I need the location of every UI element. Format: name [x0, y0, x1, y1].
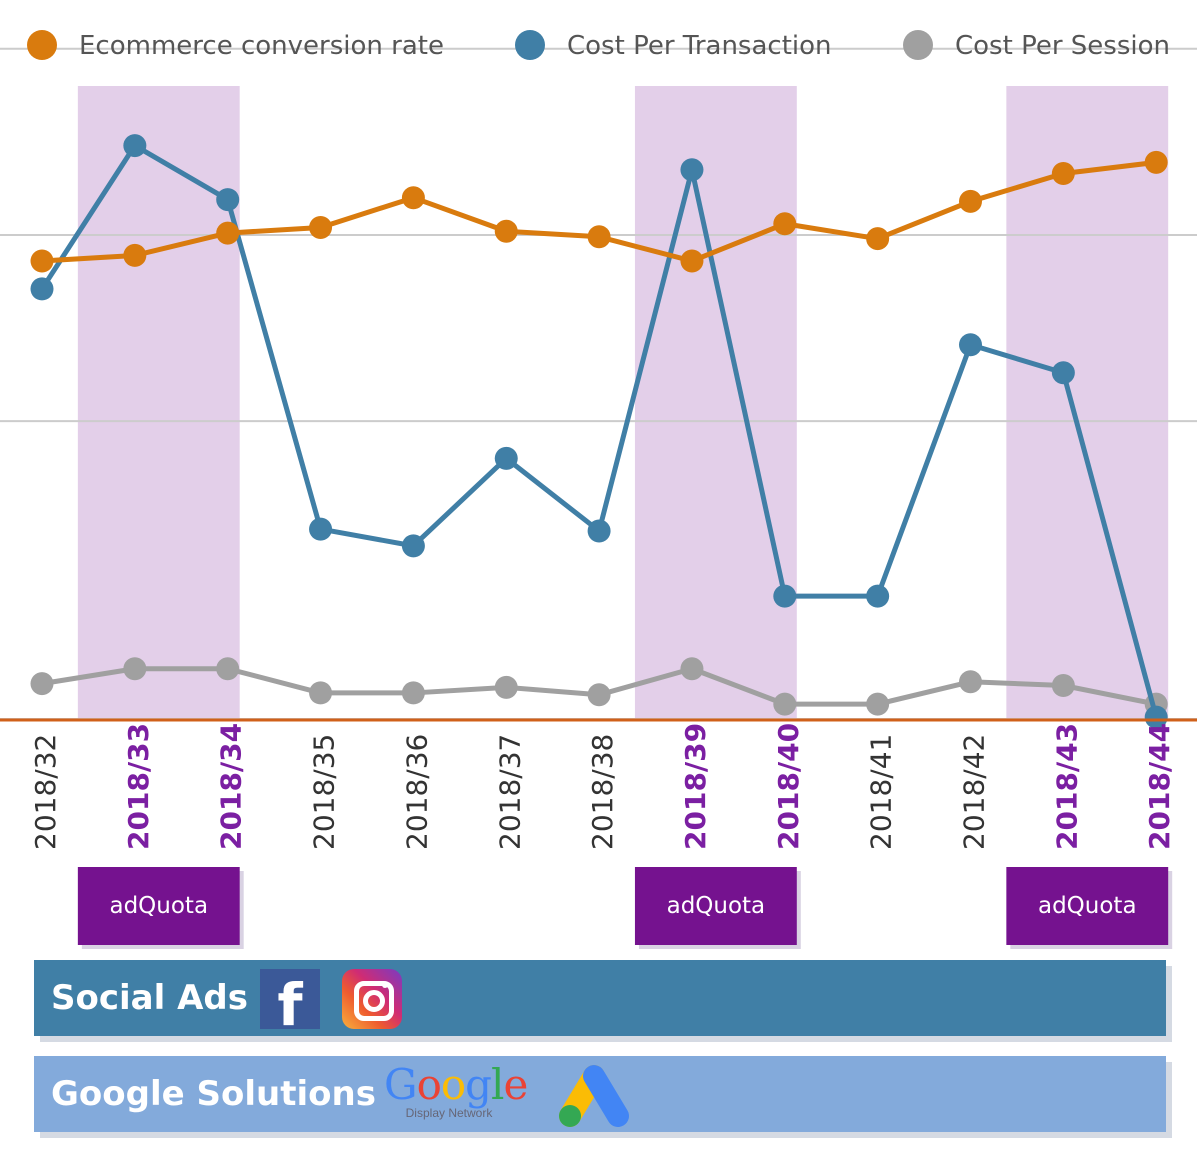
- data-point: [587, 683, 611, 707]
- x-tick-label: 2018/43: [1050, 723, 1083, 850]
- data-point: [309, 681, 333, 705]
- x-tick-label: 2018/37: [493, 734, 526, 850]
- data-point: [30, 249, 54, 273]
- data-point: [309, 215, 333, 239]
- x-tick-label: 2018/35: [308, 734, 341, 850]
- data-point: [401, 681, 425, 705]
- adquota-badge-label: adQuota: [1038, 893, 1137, 919]
- legend-marker: [903, 30, 933, 60]
- data-point: [30, 672, 54, 696]
- data-point: [773, 692, 797, 716]
- data-point: [587, 225, 611, 249]
- legend-marker: [27, 30, 57, 60]
- data-point: [494, 219, 518, 243]
- x-tick-label: 2018/36: [400, 734, 433, 850]
- data-point: [123, 657, 147, 681]
- adquota-badge: [77, 867, 240, 945]
- google-display-network-subtext: Display Network: [405, 1106, 493, 1120]
- data-point: [309, 517, 333, 541]
- data-point: [773, 212, 797, 236]
- adquota-badge-label: adQuota: [667, 893, 766, 919]
- google-display-network-logo: Google Display Network: [384, 1060, 528, 1121]
- data-point: [773, 584, 797, 608]
- data-point: [1051, 162, 1075, 186]
- adquota-badge-label: adQuota: [109, 893, 208, 919]
- data-point: [216, 657, 240, 681]
- x-tick-label: 2018/42: [958, 734, 991, 850]
- line-chart: adQuota adQuota adQuota Ecommerce conversio…: [0, 30, 1197, 949]
- data-point: [401, 534, 425, 558]
- legend-marker: [515, 30, 545, 60]
- data-point: [123, 134, 147, 158]
- data-point: [1051, 361, 1075, 385]
- data-point: [959, 670, 982, 694]
- data-point: [680, 158, 704, 182]
- data-point: [680, 657, 704, 681]
- social-ads-label: Social Ads: [51, 978, 248, 1018]
- data-point: [959, 189, 982, 213]
- data-point: [30, 277, 54, 301]
- x-tick-label: 2018/40: [772, 723, 805, 850]
- x-tick-label: 2018/32: [29, 734, 62, 850]
- google-solutions-label: Google Solutions: [51, 1074, 376, 1114]
- x-tick-label: 2018/33: [122, 723, 155, 850]
- data-point: [1144, 705, 1168, 729]
- adquota-badge: [1006, 867, 1169, 945]
- legend-label: Ecommerce conversion rate: [79, 31, 444, 61]
- data-point: [1051, 673, 1075, 697]
- data-point: [216, 221, 240, 245]
- x-tick-label: 2018/39: [679, 723, 712, 850]
- instagram-icon: [342, 969, 402, 1029]
- google-ads-icon: [559, 1065, 629, 1127]
- facebook-icon: f: [260, 969, 320, 1029]
- x-tick-label: 2018/44: [1143, 723, 1176, 850]
- data-point: [866, 692, 890, 716]
- google-solutions-banner: Google Solutions Google Display Network: [34, 1056, 1166, 1132]
- social-ads-banner: Social Ads f: [34, 960, 1166, 1036]
- data-point: [401, 186, 425, 210]
- highlight-band: [1006, 86, 1169, 719]
- data-point: [1144, 150, 1168, 174]
- legend-label: Cost Per Transaction: [567, 31, 832, 61]
- data-point: [216, 188, 240, 212]
- data-point: [959, 333, 982, 357]
- data-point: [494, 675, 518, 699]
- x-tick-label: 2018/38: [586, 734, 619, 850]
- data-point: [866, 584, 890, 608]
- google-wordmark: Google: [384, 1060, 528, 1109]
- legend-label: Cost Per Session: [955, 31, 1170, 61]
- highlight-band: [77, 86, 240, 719]
- data-point: [494, 446, 518, 470]
- adquota-badge: [634, 867, 797, 945]
- x-tick-label: 2018/41: [865, 734, 898, 850]
- data-point: [123, 243, 147, 267]
- x-tick-label: 2018/34: [215, 723, 248, 850]
- highlight-band: [634, 86, 797, 719]
- data-point: [866, 227, 890, 251]
- data-point: [680, 249, 704, 273]
- data-point: [587, 519, 611, 543]
